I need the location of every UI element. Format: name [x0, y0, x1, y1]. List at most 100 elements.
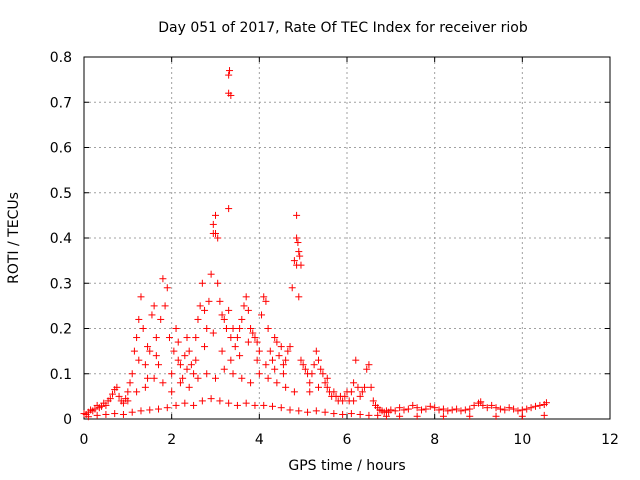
- data-point: [190, 401, 198, 409]
- data-point: [488, 401, 496, 409]
- data-point: [229, 370, 237, 378]
- data-point: [133, 388, 141, 396]
- data-point: [181, 352, 189, 360]
- data-point: [310, 361, 318, 369]
- data-point: [185, 347, 193, 355]
- data-point: [306, 379, 314, 387]
- data-point: [317, 365, 325, 373]
- data-point: [93, 411, 101, 419]
- data-point: [308, 370, 316, 378]
- grid-lines: [84, 57, 610, 419]
- data-point: [172, 401, 180, 409]
- y-tick-label: 0.7: [50, 95, 72, 111]
- data-point: [426, 402, 434, 410]
- data-point: [135, 356, 143, 364]
- data-point: [253, 356, 261, 364]
- data-point: [282, 383, 290, 391]
- data-point: [413, 404, 421, 412]
- data-point: [295, 407, 303, 415]
- data-point: [216, 397, 224, 405]
- data-point: [369, 397, 377, 405]
- data-point: [262, 297, 270, 305]
- data-point: [492, 412, 500, 420]
- data-point: [286, 343, 294, 351]
- data-point: [113, 383, 121, 391]
- data-point: [262, 361, 270, 369]
- data-point: [220, 315, 228, 323]
- data-point: [128, 370, 136, 378]
- data-point: [286, 406, 294, 414]
- data-point: [527, 404, 535, 412]
- data-point: [216, 297, 224, 305]
- data-point: [176, 379, 184, 387]
- data-point: [404, 405, 412, 413]
- data-point: [260, 293, 268, 301]
- data-point: [172, 325, 180, 332]
- x-tick-label: 12: [601, 432, 619, 448]
- data-point: [294, 239, 302, 247]
- data-points: [80, 67, 550, 421]
- data-point: [115, 392, 123, 400]
- data-point: [227, 334, 235, 342]
- data-point: [350, 397, 358, 405]
- data-point: [192, 334, 200, 342]
- data-point: [290, 257, 298, 265]
- data-point: [466, 412, 474, 420]
- data-point: [251, 401, 259, 409]
- data-point: [227, 356, 235, 364]
- y-axis-label: ROTI / TECUs: [6, 192, 22, 284]
- data-point: [124, 388, 132, 396]
- data-point: [139, 325, 147, 332]
- chart-title: Day 051 of 2017, Rate Of TEC Index for r…: [158, 20, 528, 36]
- data-point: [179, 374, 187, 382]
- data-point: [260, 401, 268, 409]
- data-point: [108, 390, 116, 398]
- data-point: [181, 399, 189, 407]
- y-tick-label: 0.6: [50, 141, 72, 157]
- data-point: [290, 388, 298, 396]
- x-tick-label: 2: [167, 432, 176, 448]
- data-point: [510, 405, 518, 413]
- data-point: [240, 302, 248, 310]
- data-point: [264, 325, 272, 332]
- data-point: [347, 410, 355, 418]
- data-point: [253, 338, 261, 346]
- data-point: [330, 388, 338, 396]
- data-point: [201, 343, 209, 351]
- data-point: [255, 347, 263, 355]
- data-point: [207, 270, 215, 278]
- data-point: [323, 383, 331, 391]
- x-tick-labels: 0 2 4 6 8 10 12: [80, 432, 619, 448]
- x-axis-label: GPS time / hours: [288, 458, 405, 474]
- data-point: [271, 334, 279, 342]
- data-point: [231, 343, 239, 351]
- data-point: [126, 379, 134, 387]
- data-point: [174, 356, 182, 364]
- data-point: [374, 411, 382, 419]
- data-point: [542, 399, 550, 407]
- data-point: [435, 406, 443, 414]
- data-point: [102, 401, 110, 409]
- data-point: [266, 347, 274, 355]
- data-point: [194, 374, 202, 382]
- data-point: [119, 410, 127, 418]
- data-point: [448, 406, 456, 414]
- data-point: [152, 352, 160, 360]
- data-point: [457, 407, 465, 415]
- data-point: [483, 404, 491, 412]
- data-point: [159, 379, 167, 387]
- data-point: [238, 315, 246, 323]
- data-point: [356, 392, 364, 400]
- data-point: [258, 311, 266, 319]
- data-point: [367, 383, 375, 391]
- data-point: [514, 407, 522, 415]
- data-point: [203, 325, 211, 332]
- data-point: [165, 334, 173, 342]
- data-point: [518, 412, 526, 420]
- data-point: [209, 220, 217, 228]
- data-point: [144, 343, 152, 351]
- data-point: [330, 410, 338, 418]
- data-point: [168, 370, 176, 378]
- data-point: [247, 325, 255, 332]
- data-point: [496, 405, 504, 413]
